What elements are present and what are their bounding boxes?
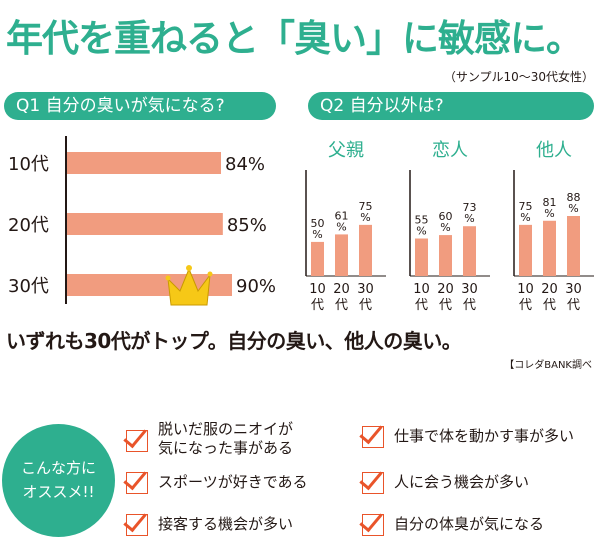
recommendation-label: 人に会う機会が多い [394, 473, 529, 492]
q2-bar [567, 216, 580, 276]
q2-category-label: 30 代 [357, 282, 374, 313]
q2-bar [359, 224, 372, 276]
q2-category-label: 10 代 [309, 282, 326, 313]
q1-title: Q1 自分の臭いが気になる? [4, 92, 276, 120]
q1-bar [67, 152, 221, 174]
recommendation-line: 自分の体臭が気になる [394, 515, 545, 533]
recommendation-line: 脱いだ服のニオイが [158, 420, 294, 438]
crown-icon [165, 265, 213, 306]
q2-group-label: 恋人 [432, 139, 468, 161]
q2-value-label: 61% [335, 209, 349, 233]
source-note: 【コレダBANK調べ [504, 360, 592, 371]
q2-group-label: 他人 [536, 140, 572, 161]
q1-category-label: 30代 [8, 276, 49, 297]
crown-jewel [165, 275, 171, 281]
q1-value-label: 90% [236, 276, 276, 297]
checkmark-icon [359, 465, 384, 494]
q2-category-label: 30 代 [461, 282, 478, 313]
q2-category-label: 10 代 [413, 282, 430, 313]
q2-bar [463, 226, 476, 276]
q2-value-label: 75% [519, 200, 533, 224]
q2-value-label: 88% [567, 191, 581, 215]
q2-value-label: 55% [415, 214, 429, 238]
crown-jewel [207, 271, 213, 277]
q2-bar [335, 234, 348, 276]
q1-chart: 10代 84% 20代 85% 30代 90% [8, 136, 276, 306]
q2-bar [519, 224, 532, 276]
q2-category-label: 10 代 [517, 282, 534, 313]
q2-bar [311, 241, 324, 276]
recommendation-line: スポーツが好きである [158, 473, 308, 491]
recommendation-label: 自分の体臭が気になる [394, 515, 544, 534]
q2-bar [439, 235, 452, 276]
q2-title: Q2 自分以外は? [308, 92, 594, 120]
crown-shape [167, 267, 211, 306]
q2-bar [543, 220, 556, 276]
q2-value-label: 60% [439, 210, 453, 234]
sample-note: （サンプル10～30代女性） [443, 70, 594, 84]
checkmark-icon [359, 507, 384, 536]
crown-jewel [186, 265, 192, 271]
q2-value-label: 50% [311, 217, 325, 241]
q1-value-label: 85% [227, 215, 267, 236]
q2-category-label: 20 代 [541, 282, 558, 313]
recommendation-label: スポーツが好きである [158, 473, 308, 492]
page-title: 年代を重ねると「臭い」に敏感に。 [6, 17, 583, 60]
q2-category-label: 20 代 [437, 282, 454, 313]
q2-group-label: 父親 [328, 140, 364, 161]
q1-value-label: 84% [225, 154, 265, 175]
q2-category-label: 20 代 [333, 282, 350, 313]
recommendation-line: 気になった事がある [158, 439, 294, 457]
q2-value-label: 81% [543, 196, 557, 220]
badge-line-2: オススメ!! [22, 483, 95, 501]
checkmark-icon [123, 465, 148, 494]
checkmark-icon [123, 423, 148, 452]
summary-text: いずれも30代がトップ。自分の臭い、他人の臭い。 [6, 329, 462, 353]
q1-bar [67, 213, 223, 235]
q2-category-label: 30 代 [565, 282, 582, 313]
q2-chart: 父親 50 % 10 代 61 % 20 代 75 % 30 代 恋人 55 % 10 代 60 % 20 代 73 % 30 代… [305, 139, 594, 313]
q2-value-label: 75% [359, 200, 373, 224]
checkmark-icon [123, 507, 148, 536]
recommendation-line: 人に会う機会が多い [394, 473, 530, 491]
q2-value-label: 73% [463, 201, 477, 225]
recommendation-line: 仕事で体を動かす事が多い [394, 427, 575, 445]
q1-category-label: 10代 [8, 154, 49, 175]
recommendation-label: 接客する機会が多い [158, 515, 293, 534]
recommend-badge: こんな方に オススメ!! [2, 424, 115, 537]
checkmark-icon [359, 419, 384, 448]
recommendation-label: 脱いだ服のニオイが 気になった事がある [158, 420, 293, 458]
badge-line-1: こんな方に [20, 459, 96, 477]
recommendation-line: 接客する機会が多い [158, 515, 294, 533]
recommendation-label: 仕事で体を動かす事が多い [394, 427, 574, 446]
q1-category-label: 20代 [8, 215, 49, 236]
q2-bar [415, 238, 428, 276]
